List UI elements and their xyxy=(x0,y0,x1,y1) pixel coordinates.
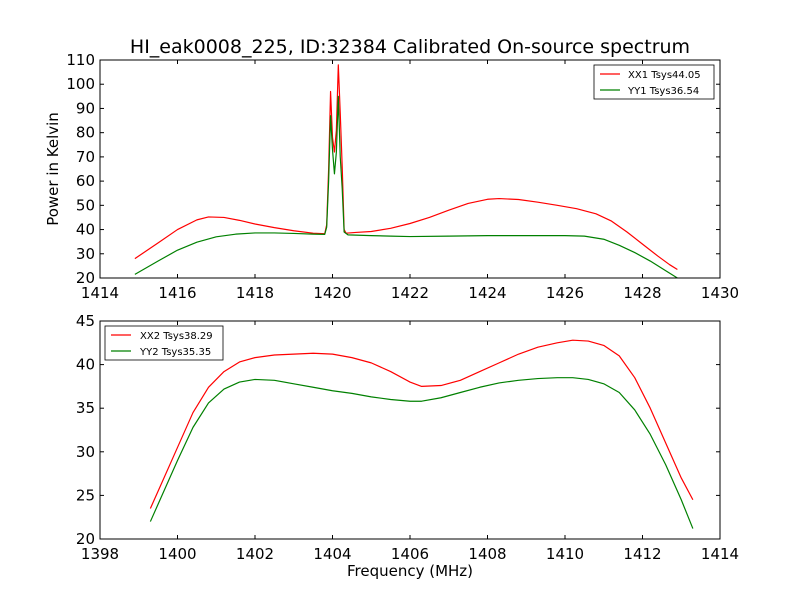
bottom-y-tick-label: 35 xyxy=(76,399,95,417)
bottom-x-tick-label: 1400 xyxy=(158,545,196,563)
top-y-tick-label: 100 xyxy=(66,75,95,93)
bottom-x-axis-label: Frequency (MHz) xyxy=(347,562,473,580)
bottom-plot-frame xyxy=(99,320,721,540)
bottom-y-tick-label: 40 xyxy=(76,356,95,374)
bottom-y-tick-label: 20 xyxy=(76,530,95,548)
top-x-tick-label: 1428 xyxy=(623,284,661,302)
bottom-x-tick-label: 1414 xyxy=(701,545,739,563)
bottom-series-line-1 xyxy=(149,339,694,509)
top-y-tick-label: 50 xyxy=(76,196,95,214)
top-x-tick-label: 1426 xyxy=(546,284,584,302)
top-y-tick-label: 20 xyxy=(76,269,95,287)
top-x-tick-label: 1420 xyxy=(313,284,351,302)
top-panel: HI_eak0008_225, ID:32384 Calibrated On-s… xyxy=(44,36,739,302)
bottom-x-tick-label: 1404 xyxy=(313,545,351,563)
top-y-tick-label: 60 xyxy=(76,172,95,190)
top-legend-box xyxy=(593,64,715,100)
bottom-panel: 1398 1400 1402 1404 1406 1408 1410 1412 1414 20 25… xyxy=(76,312,739,580)
top-x-tick-label: 1416 xyxy=(158,284,196,302)
bottom-x-tick-label: 1410 xyxy=(546,545,584,563)
bottom-y-tick-label: 45 xyxy=(76,312,95,330)
legend-label-yy1: YY1 Tsys36.54 xyxy=(627,86,699,97)
bottom-x-tick-label: 1406 xyxy=(391,545,429,563)
top-x-tick-label: 1414 xyxy=(81,284,119,302)
bottom-x-tick-label: 1408 xyxy=(468,545,506,563)
top-axis-ticks: 1414 1416 1418 1420 1422 1424 1426 1428 1430 20 30… xyxy=(66,51,739,302)
top-y-tick-label: 70 xyxy=(76,148,95,166)
top-plot-frame xyxy=(99,59,721,279)
legend-label-yy2: YY2 Tsys35.35 xyxy=(139,347,211,358)
bottom-x-tick-label: 1412 xyxy=(623,545,661,563)
top-y-tick-label: 40 xyxy=(76,221,95,239)
top-chart-title: HI_eak0008_225, ID:32384 Calibrated On-s… xyxy=(130,36,690,58)
bottom-x-tick-label: 1398 xyxy=(81,545,119,563)
bottom-y-tick-label: 30 xyxy=(76,443,95,461)
top-y-tick-label: 110 xyxy=(66,51,95,69)
bottom-y-tick-label: 25 xyxy=(76,486,95,504)
bottom-series-line-2 xyxy=(149,377,694,529)
bottom-x-tick-label: 1402 xyxy=(236,545,274,563)
legend-label-xx1: XX1 Tsys44.05 xyxy=(628,70,701,81)
top-y-axis-label: Power in Kelvin xyxy=(44,112,62,226)
top-x-tick-label: 1424 xyxy=(468,284,506,302)
top-series-lines xyxy=(134,64,678,279)
bottom-series-lines xyxy=(149,339,694,529)
legend-label-xx2: XX2 Tsys38.29 xyxy=(140,331,213,342)
top-x-tick-label: 1430 xyxy=(701,284,739,302)
top-x-tick-label: 1422 xyxy=(391,284,429,302)
top-y-tick-label: 90 xyxy=(76,99,95,117)
top-legend: XX1 Tsys44.05 YY1 Tsys36.54 xyxy=(593,64,715,100)
top-y-tick-label: 30 xyxy=(76,245,95,263)
top-x-tick-label: 1418 xyxy=(236,284,274,302)
bottom-legend-box xyxy=(104,325,224,361)
top-y-tick-label: 80 xyxy=(76,124,95,142)
bottom-legend: XX2 Tsys38.29 YY2 Tsys35.35 xyxy=(104,325,224,361)
top-series-line-2 xyxy=(134,95,678,279)
